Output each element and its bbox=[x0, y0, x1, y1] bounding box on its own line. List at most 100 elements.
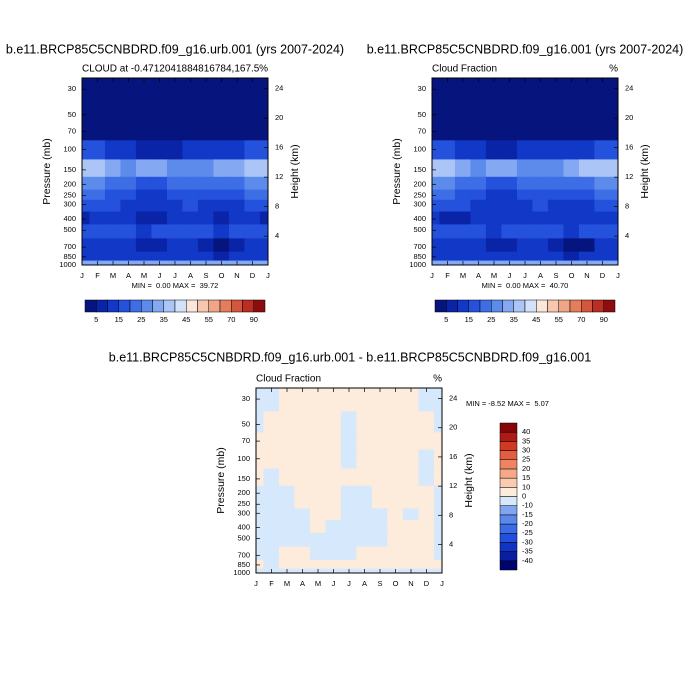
colorbar-box bbox=[513, 299, 526, 313]
left-label: Cloud Fraction bbox=[256, 374, 321, 385]
y-tick-label: 1000 bbox=[59, 260, 76, 269]
contour-cell bbox=[120, 224, 137, 239]
colorbar-label: 20 bbox=[522, 464, 530, 473]
contour-cell bbox=[278, 485, 296, 500]
contour-cell bbox=[166, 159, 184, 178]
contour-cell bbox=[418, 508, 435, 521]
colorbar-box bbox=[491, 299, 503, 313]
contour-cell bbox=[418, 449, 435, 470]
contour-cell bbox=[501, 211, 518, 225]
y2-tick-label: 24 bbox=[625, 84, 633, 93]
y-axis-label: Pressure (mb) bbox=[215, 447, 227, 514]
colorbar-box bbox=[499, 505, 518, 516]
contour-cell bbox=[454, 251, 472, 262]
contour-cell bbox=[89, 224, 106, 239]
colorbar-box bbox=[499, 496, 518, 506]
contour-cell bbox=[532, 159, 549, 178]
contour-cell bbox=[228, 189, 246, 201]
colorbar-box bbox=[592, 299, 604, 313]
contour-cell bbox=[244, 101, 261, 124]
contour-cell bbox=[151, 199, 168, 213]
contour-cell bbox=[294, 546, 311, 561]
y2-tick-label: 20 bbox=[625, 113, 633, 122]
contour-cell bbox=[135, 189, 153, 201]
contour-cell bbox=[259, 199, 269, 213]
contour-cell bbox=[563, 176, 580, 191]
contour-cell bbox=[120, 199, 137, 213]
contour-cell bbox=[485, 122, 503, 141]
contour-cell bbox=[402, 546, 420, 561]
contour-cell bbox=[325, 532, 342, 548]
contour-cell bbox=[89, 122, 106, 141]
y-tick-label: 1000 bbox=[409, 260, 426, 269]
contour-cell bbox=[594, 238, 611, 253]
y-tick-label: 100 bbox=[63, 145, 76, 154]
contour-cell bbox=[197, 199, 215, 213]
contour-cell bbox=[294, 532, 311, 548]
contour-cell bbox=[547, 199, 565, 213]
contour-cell bbox=[228, 251, 246, 262]
colorbar-box bbox=[499, 542, 518, 552]
x-tick-label: S bbox=[553, 271, 558, 280]
contour-cell bbox=[340, 546, 358, 561]
contour-cell bbox=[387, 411, 404, 434]
contour-cell bbox=[532, 211, 549, 225]
contour-cell bbox=[120, 211, 137, 225]
contour-cell bbox=[197, 238, 215, 253]
y2-tick-label: 8 bbox=[275, 202, 279, 211]
contour-cell bbox=[259, 140, 269, 161]
x-tick-label: M bbox=[110, 271, 116, 280]
contour-cell bbox=[197, 140, 215, 161]
contour-cell bbox=[594, 251, 611, 262]
x-tick-label: A bbox=[538, 271, 543, 280]
colorbar-label: 55 bbox=[205, 315, 213, 324]
contour-cell bbox=[259, 260, 269, 266]
contour-cell bbox=[151, 251, 168, 262]
contour-cell bbox=[454, 101, 472, 124]
colorbar-box bbox=[129, 299, 142, 313]
contour-cell bbox=[89, 101, 106, 124]
y2-tick-label: 16 bbox=[625, 143, 633, 152]
contour-cell bbox=[485, 189, 503, 201]
contour-cell bbox=[197, 176, 215, 191]
x-tick-label: M bbox=[141, 271, 147, 280]
x-tick-label: D bbox=[250, 271, 256, 280]
y-tick-label: 200 bbox=[237, 488, 250, 497]
contour-cell bbox=[547, 211, 565, 225]
contour-cell bbox=[431, 199, 441, 213]
contour-cell bbox=[609, 199, 619, 213]
colorbar-box bbox=[242, 299, 254, 313]
contour-cell bbox=[263, 498, 280, 510]
colorbar-label: 10 bbox=[522, 482, 530, 491]
contour-cell bbox=[294, 498, 311, 510]
contour-cell bbox=[89, 176, 106, 191]
colorbar-box bbox=[499, 459, 518, 470]
contour-cell bbox=[433, 387, 443, 413]
contour-cell bbox=[213, 101, 230, 124]
contour-cell bbox=[470, 176, 487, 191]
contour-cell bbox=[325, 449, 342, 470]
contour-cell bbox=[135, 159, 153, 178]
contour-cell bbox=[278, 498, 296, 510]
contour-cell bbox=[166, 189, 184, 201]
y-tick-label: 700 bbox=[413, 242, 426, 251]
x-tick-label: F bbox=[95, 271, 100, 280]
contour-cell bbox=[213, 122, 230, 141]
contour-cell bbox=[278, 546, 296, 561]
y2-tick-label: 24 bbox=[449, 394, 457, 403]
contour-cell bbox=[609, 211, 619, 225]
contour-cell bbox=[244, 199, 261, 213]
contour-cell bbox=[402, 498, 420, 510]
x-tick-label: J bbox=[266, 271, 270, 280]
colorbar-label: -35 bbox=[522, 547, 533, 556]
contour-cell bbox=[516, 176, 534, 191]
contour-cell bbox=[501, 224, 518, 239]
y-tick-label: 70 bbox=[68, 127, 76, 136]
contour-cell bbox=[255, 546, 265, 561]
contour-cell bbox=[278, 449, 296, 470]
contour-cell bbox=[294, 432, 311, 451]
y2-tick-label: 4 bbox=[625, 231, 629, 240]
contour-cell bbox=[516, 122, 534, 141]
contour-cell bbox=[104, 211, 122, 225]
y-tick-label: 300 bbox=[237, 508, 250, 517]
